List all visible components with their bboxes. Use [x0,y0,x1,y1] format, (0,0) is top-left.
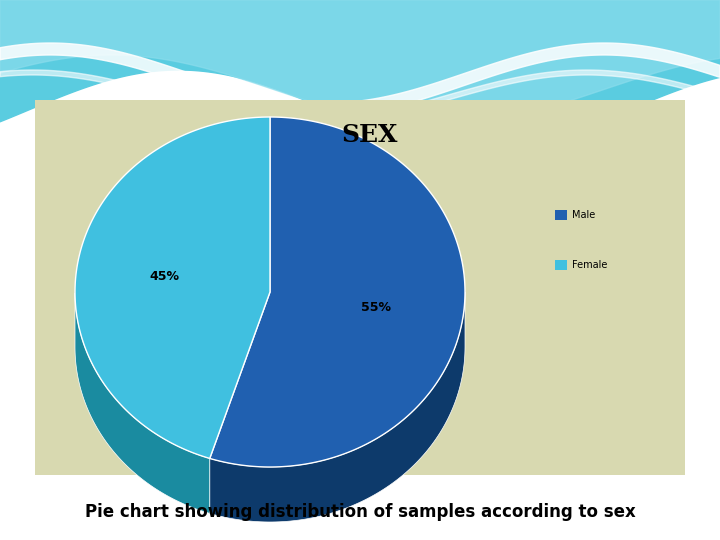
Polygon shape [210,117,465,467]
Text: 45%: 45% [149,271,179,284]
FancyBboxPatch shape [35,100,685,475]
Text: SEX: SEX [342,123,398,147]
FancyBboxPatch shape [555,260,567,270]
Polygon shape [75,293,210,514]
Polygon shape [75,117,270,458]
Text: Female: Female [572,260,608,270]
Text: Pie chart showing distribution of samples according to sex: Pie chart showing distribution of sample… [85,503,635,521]
Polygon shape [210,292,270,514]
Text: 55%: 55% [361,301,391,314]
Polygon shape [210,292,270,514]
Polygon shape [210,292,465,522]
Text: Male: Male [572,210,595,220]
FancyBboxPatch shape [555,210,567,220]
